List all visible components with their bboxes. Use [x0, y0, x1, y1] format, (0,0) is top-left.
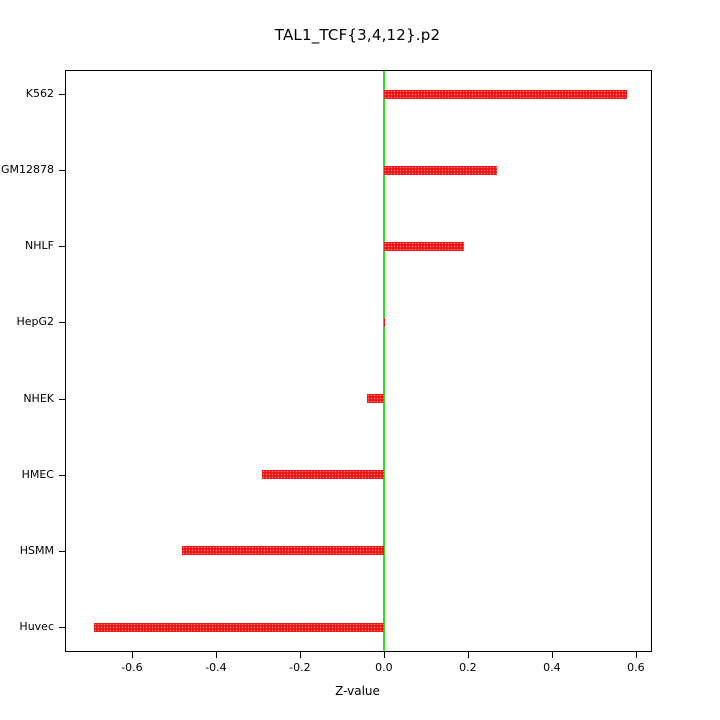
bar-hmec — [262, 470, 384, 480]
y-tick-label-huvec: Huvec — [19, 620, 54, 633]
y-axis-tick — [59, 246, 66, 248]
bar-nhek — [367, 394, 384, 404]
x-tick-label: 0.4 — [543, 661, 561, 674]
y-axis-tick — [59, 170, 66, 172]
plot-area: K562 GM12878 NHLF HepG2 NHEK HMEC HSMM Huvec -0.… — [1, 70, 652, 674]
bar-hepg2 — [383, 317, 385, 327]
bar-gm12878 — [383, 165, 498, 175]
y-axis-tick — [59, 398, 66, 400]
x-axis-tick — [299, 651, 301, 658]
x-axis-tick — [383, 651, 385, 658]
x-axis-tick — [131, 651, 133, 658]
zero-reference-line — [383, 71, 385, 651]
y-tick-label-nhlf: NHLF — [25, 239, 54, 253]
y-axis-tick — [59, 627, 66, 628]
x-tick-label: -0.4 — [205, 661, 227, 674]
y-axis-tick — [59, 474, 66, 476]
x-tick-label: 0.6 — [627, 661, 645, 674]
bar-huvec — [94, 622, 384, 632]
x-tick-label: -0.6 — [121, 661, 143, 674]
x-tick-label: 0.0 — [375, 661, 393, 674]
y-tick-label-k562: K562 — [25, 87, 54, 100]
bar-k562 — [383, 89, 628, 99]
y-tick-label-hepg2: HepG2 — [16, 315, 54, 329]
chart-title: TAL1_TCF{3,4,12}.p2 — [274, 26, 441, 44]
x-axis-tick — [551, 651, 553, 658]
bar-nhlf — [383, 241, 464, 251]
y-axis-tick — [59, 94, 66, 95]
x-axis-tick — [635, 651, 637, 658]
y-axis-tick — [59, 322, 66, 324]
y-axis-tick — [59, 550, 66, 552]
x-axis-label: Z-value — [335, 684, 380, 698]
x-tick-label: 0.2 — [459, 661, 477, 674]
x-tick-label: -0.2 — [289, 661, 311, 674]
y-tick-label-hmec: HMEC — [21, 467, 54, 481]
y-tick-label-gm12878: GM12878 — [0, 163, 54, 177]
y-tick-label-nhek: NHEK — [23, 391, 54, 405]
bar-hsmm — [182, 546, 384, 556]
x-axis-tick — [215, 651, 217, 658]
x-axis-tick — [467, 651, 469, 658]
y-tick-label-hsmm: HSMM — [19, 543, 54, 557]
